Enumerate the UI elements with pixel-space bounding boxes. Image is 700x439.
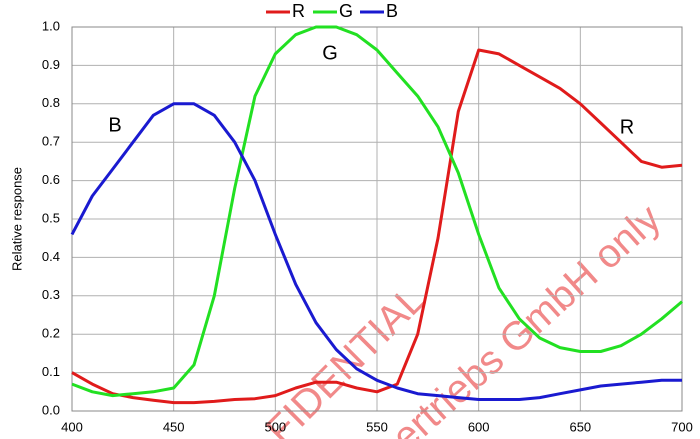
y-tick-label: 0.7	[42, 134, 60, 149]
y-tick-label: 0.4	[42, 249, 60, 264]
series-line	[71, 48, 683, 405]
y-tick-label: 0.6	[42, 172, 60, 187]
series-line	[70, 102, 682, 401]
x-tick-label: 600	[468, 419, 490, 434]
legend-label: G	[339, 1, 353, 21]
y-tick-label: 0.8	[42, 95, 60, 110]
y-tick-label: 0.3	[42, 287, 60, 302]
y-tick-label: 0.0	[42, 402, 60, 417]
x-tick-label: 400	[61, 419, 83, 434]
y-tick-label: 1.0	[42, 18, 60, 33]
x-tick-label: 550	[366, 419, 388, 434]
x-tick-label: 500	[264, 419, 286, 434]
y-tick-label: 0.9	[42, 57, 60, 72]
x-tick-label: 700	[671, 419, 693, 434]
legend-label: B	[386, 1, 398, 21]
series-line	[71, 25, 683, 398]
annotation: G	[322, 42, 338, 64]
watermark: ertriebs GmbH only	[384, 196, 670, 439]
y-tick-label: 0.1	[42, 364, 60, 379]
y-tick-label: 0.2	[42, 326, 60, 341]
legend-label: R	[292, 1, 305, 21]
x-tick-label: 650	[569, 419, 591, 434]
annotation: R	[620, 116, 634, 138]
x-tick-label: 450	[163, 419, 185, 434]
y-tick-label: 0.5	[42, 210, 60, 225]
annotation: B	[108, 114, 121, 136]
plot-frame	[71, 26, 683, 412]
y-axis-label: Relative response	[9, 167, 24, 271]
